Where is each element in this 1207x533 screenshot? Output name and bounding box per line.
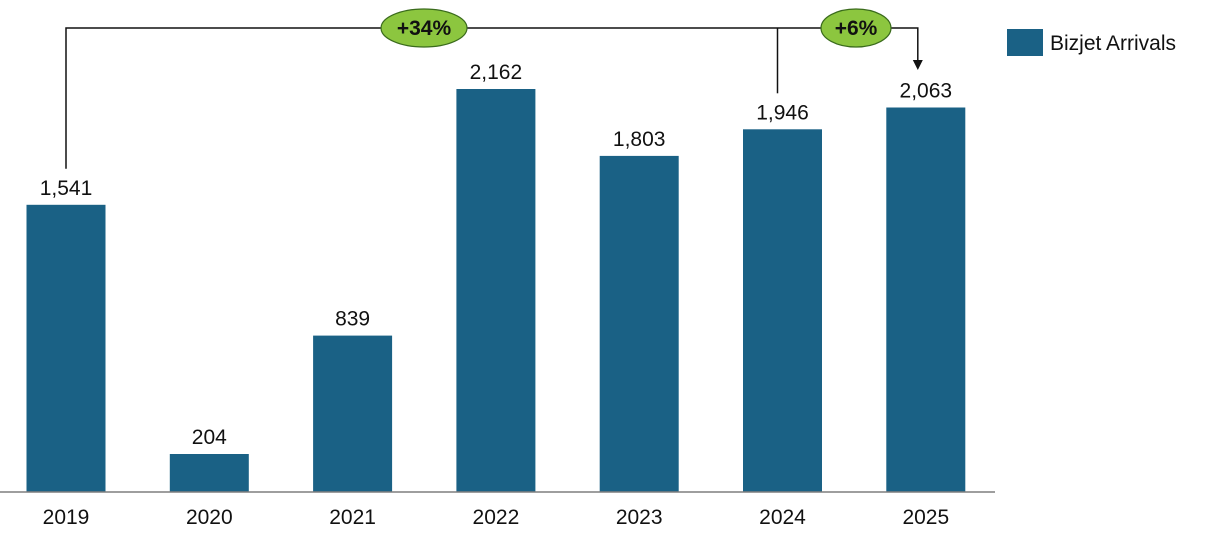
x-tick-2023: 2023 [616,506,663,529]
growth-badge-shape [380,8,468,48]
growth-badge-text: +34% [397,17,452,40]
data-label-2025: 2,063 [900,80,953,103]
data-label-2019: 1,541 [40,177,93,200]
x-tick-2025: 2025 [902,506,949,529]
growth-badge-2019-2025: +34% [380,8,468,48]
legend-label: Bizjet Arrivals [1050,32,1176,55]
bar-2024 [743,129,822,493]
data-label-2020: 204 [192,426,227,449]
bar-2023 [599,155,679,492]
bar-2020 [169,454,249,492]
x-tick-labels-layer: 2019 2020 2021 2022 2023 2024 2025 [43,506,950,529]
growth-annotations: +34% +6% [65,8,923,169]
legend: Bizjet Arrivals [1007,29,1176,56]
data-label-2021: 839 [335,308,370,331]
x-tick-2020: 2020 [186,506,233,529]
x-tick-2022: 2022 [473,506,520,529]
legend-swatch [1007,29,1043,56]
bar-2019 [26,204,106,493]
value-labels-layer: 1,541 204 839 2,162 1,803 1,946 2,063 [40,61,952,449]
x-tick-2019: 2019 [43,506,90,529]
data-label-2024: 1,946 [756,101,809,124]
data-label-2022: 2,162 [470,61,523,84]
bracket-arrowhead [912,60,923,70]
x-tick-2021: 2021 [329,506,376,529]
bar-2022 [456,89,536,492]
data-label-2023: 1,803 [613,128,666,151]
bar-2021 [313,335,393,492]
growth-badge-2024-2025: +6% [820,8,892,48]
growth-badge-shape [820,8,892,48]
x-tick-2024: 2024 [759,506,806,529]
bar-2025 [886,107,966,492]
bars-layer [26,89,966,493]
growth-badge-text: +6% [835,17,878,40]
bracket-line-2019-2025 [65,27,919,169]
